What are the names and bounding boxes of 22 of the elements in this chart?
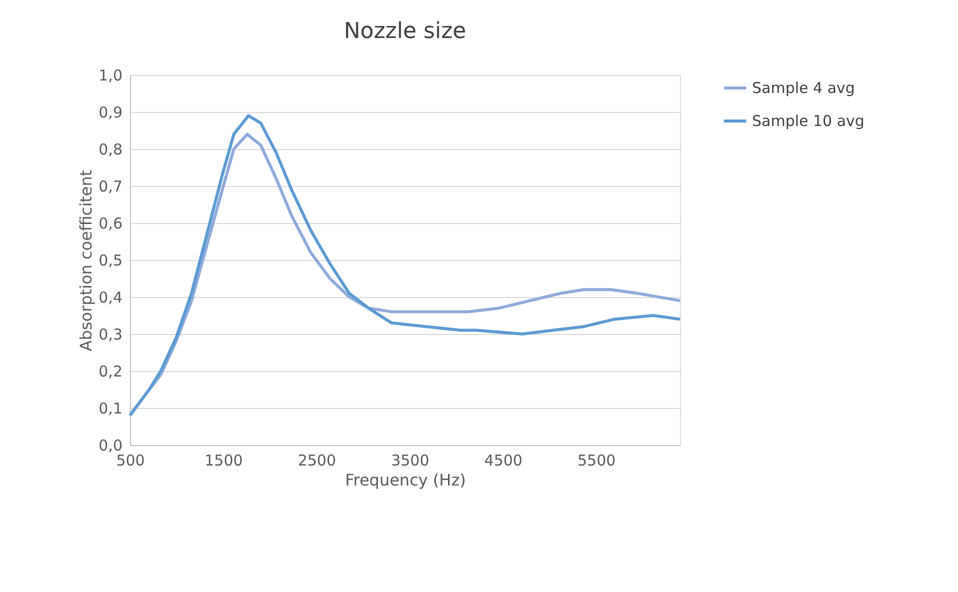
y-tick-label: 0,4 <box>98 288 122 306</box>
y-tick-label: 0,5 <box>98 252 122 270</box>
y-tick-label: 1,0 <box>98 66 122 84</box>
y-tick-label: 0,6 <box>98 214 122 232</box>
x-axis-title: Frequency (Hz) <box>345 470 466 490</box>
y-tick-label: 0,7 <box>98 178 122 196</box>
y-axis-title: Absorption coefficitent <box>76 170 96 352</box>
x-tick-label: 2500 <box>298 452 336 470</box>
x-tick-label: 3500 <box>391 452 430 470</box>
y-tick-label: 0,0 <box>98 436 122 454</box>
legend-label: Sample 4 avg <box>752 79 855 97</box>
x-tick-label: 5500 <box>578 452 616 470</box>
chart-title: Nozzle size <box>344 19 466 44</box>
y-tick-label: 0,8 <box>98 140 122 158</box>
x-tick-label: 500 <box>116 452 145 470</box>
y-tick-label: 0,2 <box>98 362 122 380</box>
legend-label: Sample 10 avg <box>752 112 864 130</box>
x-tick-label: 4500 <box>484 452 522 470</box>
x-tick-label: 1500 <box>204 452 243 470</box>
y-tick-label: 0,1 <box>98 400 122 418</box>
y-tick-label: 0,9 <box>98 104 122 122</box>
y-tick-label: 0,3 <box>98 326 122 344</box>
